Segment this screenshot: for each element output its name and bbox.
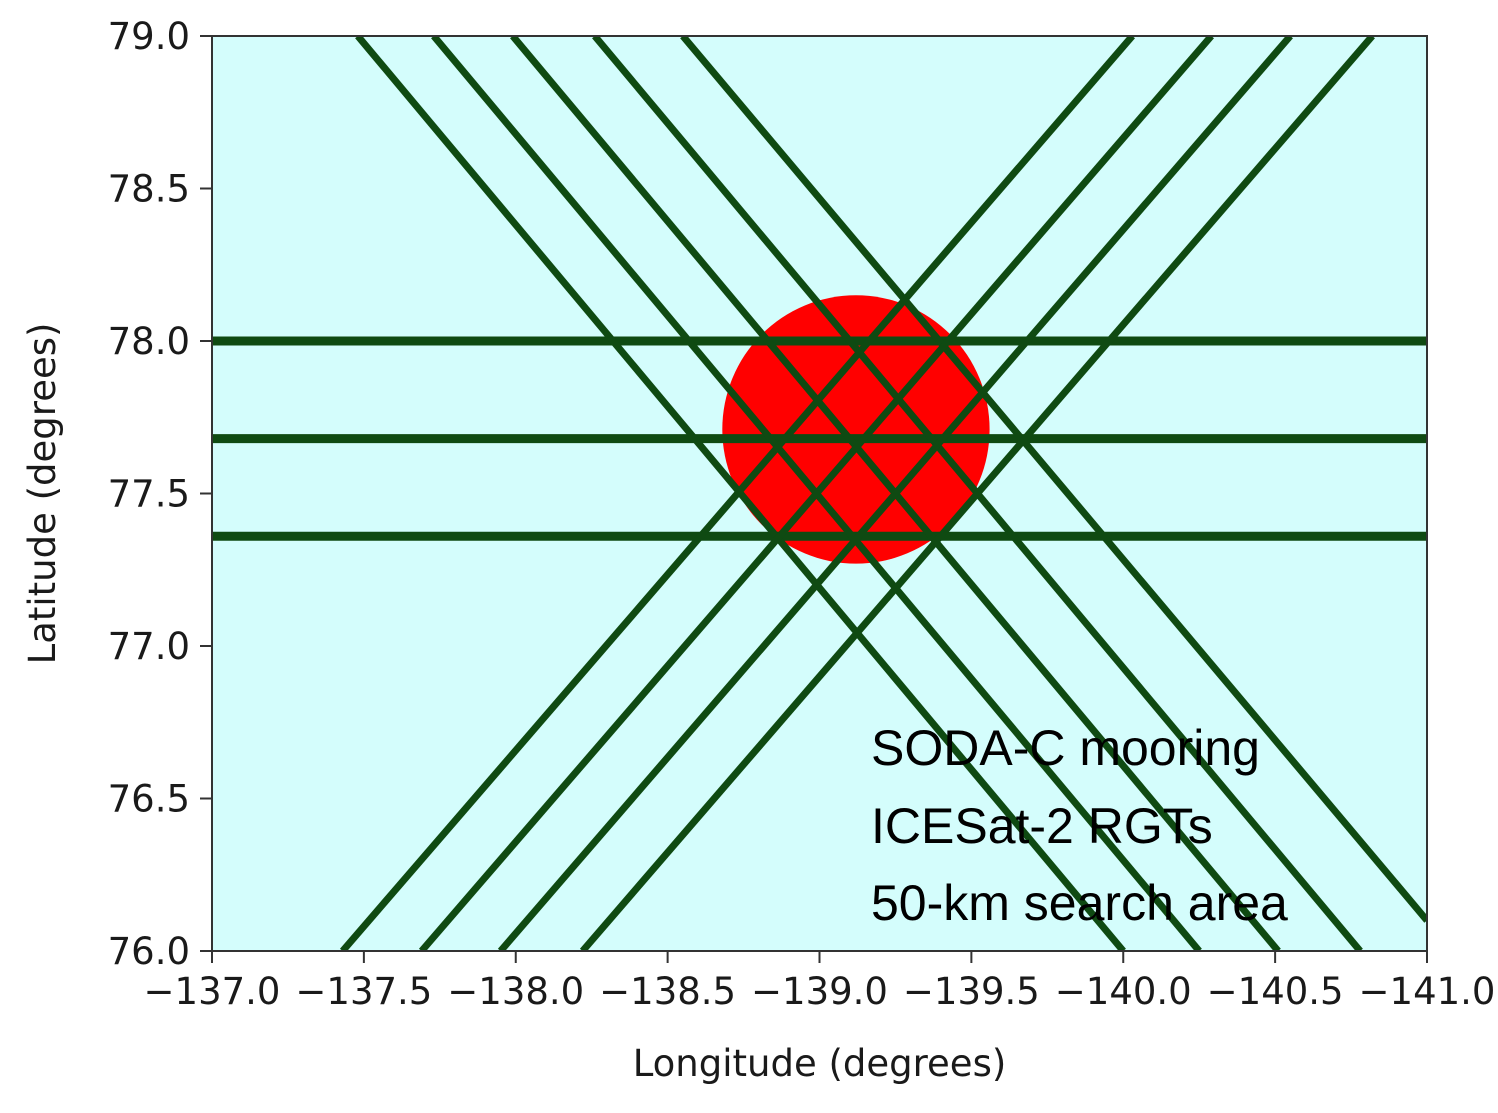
x-tick-label: −138.5 (599, 970, 736, 1013)
x-tick-label: −140.5 (1207, 970, 1344, 1013)
y-tick-label: 76.0 (108, 930, 190, 973)
y-tick-label: 78.5 (108, 168, 190, 211)
annotation-line: SODA-C mooring (871, 720, 1260, 776)
y-tick-label: 76.5 (108, 778, 190, 821)
annotation-text: SODA-C mooring ICESat-2 RGTs 50-km searc… (871, 720, 1288, 931)
track-lines (212, 36, 1427, 951)
x-tick-label: −137.0 (144, 970, 281, 1013)
y-tick-label: 78.0 (108, 320, 190, 363)
x-tick-label: −139.0 (751, 970, 888, 1013)
x-axis: −137.0 −137.5 −138.0 −138.5 −139.0 −139.5 −140… (144, 951, 1496, 1013)
y-tick-label: 77.5 (108, 473, 190, 516)
plot-content (212, 36, 1427, 951)
ascending-track-line (497, 36, 1293, 951)
x-tick-label: −139.5 (903, 970, 1040, 1013)
annotation-line: ICESat-2 RGTs (871, 798, 1213, 854)
x-tick-label: −137.5 (295, 970, 432, 1013)
x-tick-label: −138.0 (447, 970, 584, 1013)
ascending-track-line (579, 36, 1375, 951)
x-axis-label: Longitude (degrees) (633, 1042, 1007, 1085)
x-tick-label: −141.0 (1359, 970, 1496, 1013)
y-axis: 76.0 76.5 77.0 77.5 78.0 78.5 79.0 (108, 15, 212, 973)
ascending-track-line (418, 36, 1214, 951)
y-tick-label: 79.0 (108, 15, 190, 58)
descending-track-line (680, 36, 1427, 923)
x-tick-label: −140.0 (1055, 970, 1192, 1013)
y-tick-label: 77.0 (108, 625, 190, 668)
ascending-track-line (339, 36, 1136, 951)
annotation-line: 50-km search area (871, 875, 1288, 931)
y-axis-label: Latitude (degrees) (21, 323, 64, 665)
